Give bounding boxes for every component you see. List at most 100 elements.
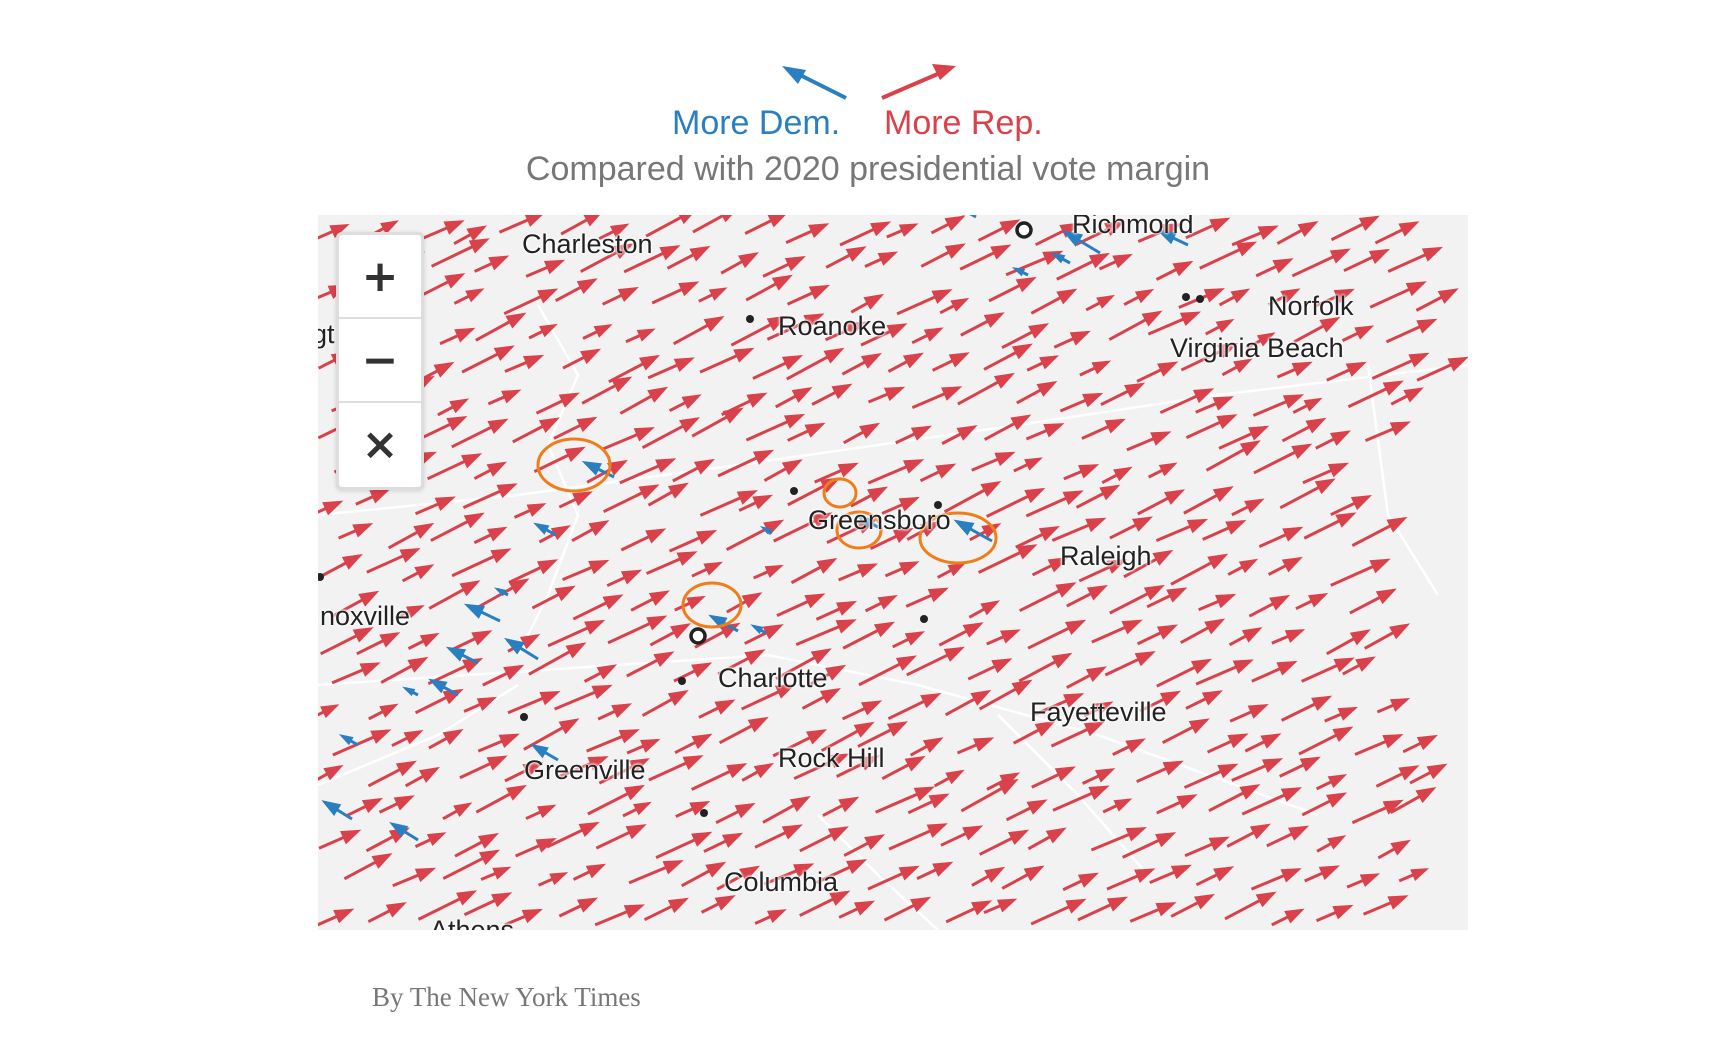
rep-shift-arrow — [1195, 866, 1235, 887]
rep-shift-arrow — [801, 688, 841, 710]
rep-shift-arrow — [622, 801, 652, 818]
rep-shift-arrow — [1354, 734, 1404, 756]
rep-shift-arrow — [824, 321, 867, 342]
rep-shift-arrow — [850, 486, 889, 508]
rep-shift-arrow — [572, 863, 607, 881]
rep-shift-arrow — [933, 769, 965, 788]
rep-shift-arrow — [745, 413, 806, 442]
rep-shift-arrow — [1202, 520, 1247, 541]
rep-shift-arrow — [452, 630, 493, 651]
rep-shift-arrow — [645, 215, 692, 238]
rep-shift-arrow — [597, 703, 633, 721]
rep-shift-arrow — [320, 627, 374, 656]
rep-shift-arrow — [558, 491, 593, 509]
dem-shift-arrow — [953, 519, 993, 543]
rep-shift-arrow — [864, 251, 899, 268]
rep-shift-arrow — [775, 648, 832, 681]
rep-shift-arrow — [860, 323, 908, 347]
rep-shift-arrow — [937, 562, 967, 579]
rep-shift-arrow — [1229, 704, 1269, 723]
city-dot-norfolk — [1182, 293, 1190, 301]
rep-shift-arrow — [836, 755, 880, 778]
rep-shift-arrow — [977, 219, 1021, 242]
rep-shift-arrow — [960, 778, 1019, 813]
dem-shift-arrow — [402, 686, 419, 697]
city-label-columbia: Columbia — [724, 867, 839, 897]
rep-shift-arrow — [943, 480, 1002, 514]
rep-shift-arrow — [338, 523, 374, 540]
rep-shift-arrow — [1053, 330, 1091, 349]
rep-shift-arrow — [820, 721, 875, 753]
rep-shift-arrow — [672, 458, 715, 483]
rep-shift-arrow — [554, 278, 598, 303]
rep-shift-arrow — [1031, 693, 1085, 717]
rep-shift-arrow — [623, 245, 681, 274]
city-label-greensboro: Greensboro — [808, 505, 951, 535]
rep-shift-arrow — [1402, 734, 1438, 754]
rep-shift-arrow — [1185, 217, 1231, 240]
rep-shift-arrow — [477, 733, 520, 753]
rep-shift-arrow — [619, 386, 669, 415]
rep-shift-arrow — [535, 392, 580, 415]
rep-shift-arrow — [1255, 258, 1294, 278]
city-dot-virginia-beach — [1196, 295, 1204, 303]
boundary-line — [318, 653, 1319, 817]
city-dot-raleigh — [934, 501, 942, 509]
rep-shift-arrow — [437, 398, 470, 417]
rep-shift-arrow — [1246, 332, 1276, 350]
rep-shift-arrow — [741, 762, 775, 782]
rep-shift-arrow — [414, 832, 447, 848]
rep-shift-arrow — [979, 829, 1030, 856]
zoom-out-button[interactable]: − — [361, 334, 399, 386]
rep-shift-arrow — [1208, 784, 1261, 812]
rep-shift-arrow — [1205, 318, 1235, 336]
rep-shift-arrow — [1315, 288, 1355, 308]
rep-shift-arrow — [380, 656, 429, 684]
zoom-in-button[interactable]: + — [361, 250, 399, 302]
rep-shift-arrow — [655, 831, 713, 860]
rep-shift-arrow — [451, 418, 509, 449]
rep-shift-arrow — [625, 328, 656, 344]
rep-shift-arrow — [641, 417, 701, 449]
rep-shift-arrow — [940, 825, 984, 847]
rep-shift-arrow — [401, 564, 435, 583]
map-canvas[interactable] — [318, 215, 1468, 930]
rep-shift-arrow — [1056, 252, 1110, 281]
rep-shift-arrow — [1326, 361, 1367, 382]
rep-shift-arrow — [716, 865, 761, 891]
rep-shift-arrow — [1315, 430, 1352, 450]
rep-shift-arrow — [887, 352, 924, 373]
dem-shift-arrow — [463, 603, 501, 623]
rep-shift-arrow — [887, 693, 942, 721]
rep-shift-arrow — [971, 451, 1016, 472]
rep-shift-arrow — [896, 289, 953, 316]
rep-shift-arrow — [1304, 865, 1340, 883]
rep-shift-arrow — [986, 487, 1046, 518]
rep-shift-arrow — [698, 699, 736, 719]
rep-shift-arrow — [651, 281, 700, 305]
rep-shift-arrow — [867, 459, 925, 485]
rep-shift-arrow — [601, 427, 655, 451]
rep-shift-arrow — [776, 593, 826, 617]
reset-view-button[interactable]: × — [361, 418, 399, 470]
rep-shift-arrow — [1351, 516, 1408, 547]
rep-shift-arrow — [941, 425, 978, 445]
rep-shift-arrow — [809, 664, 847, 686]
rep-shift-arrow — [1316, 835, 1347, 853]
map-panel[interactable]: Charleston Richmond Roanoke Norfolk Virg… — [318, 215, 1468, 930]
rep-shift-arrow — [1123, 288, 1155, 306]
rep-shift-arrow — [1398, 868, 1430, 883]
rep-shift-arrow — [715, 802, 756, 825]
legend-subtitle: Compared with 2020 presidential vote mar… — [525, 150, 1211, 188]
rep-shift-arrow — [1155, 518, 1209, 543]
rep-shift-arrow — [692, 215, 733, 234]
rep-shift-arrow — [886, 223, 919, 239]
rep-shift-arrow — [1185, 690, 1223, 710]
rep-shift-arrow — [1030, 898, 1087, 926]
rep-shift-arrow — [1156, 658, 1213, 688]
rep-shift-arrow — [1301, 792, 1348, 817]
rep-shift-arrow — [1026, 355, 1060, 372]
legend: More Dem. More Rep. Compared with 2020 p… — [0, 0, 1736, 200]
rep-shift-arrow — [473, 461, 507, 480]
boundary-line — [1366, 364, 1440, 596]
